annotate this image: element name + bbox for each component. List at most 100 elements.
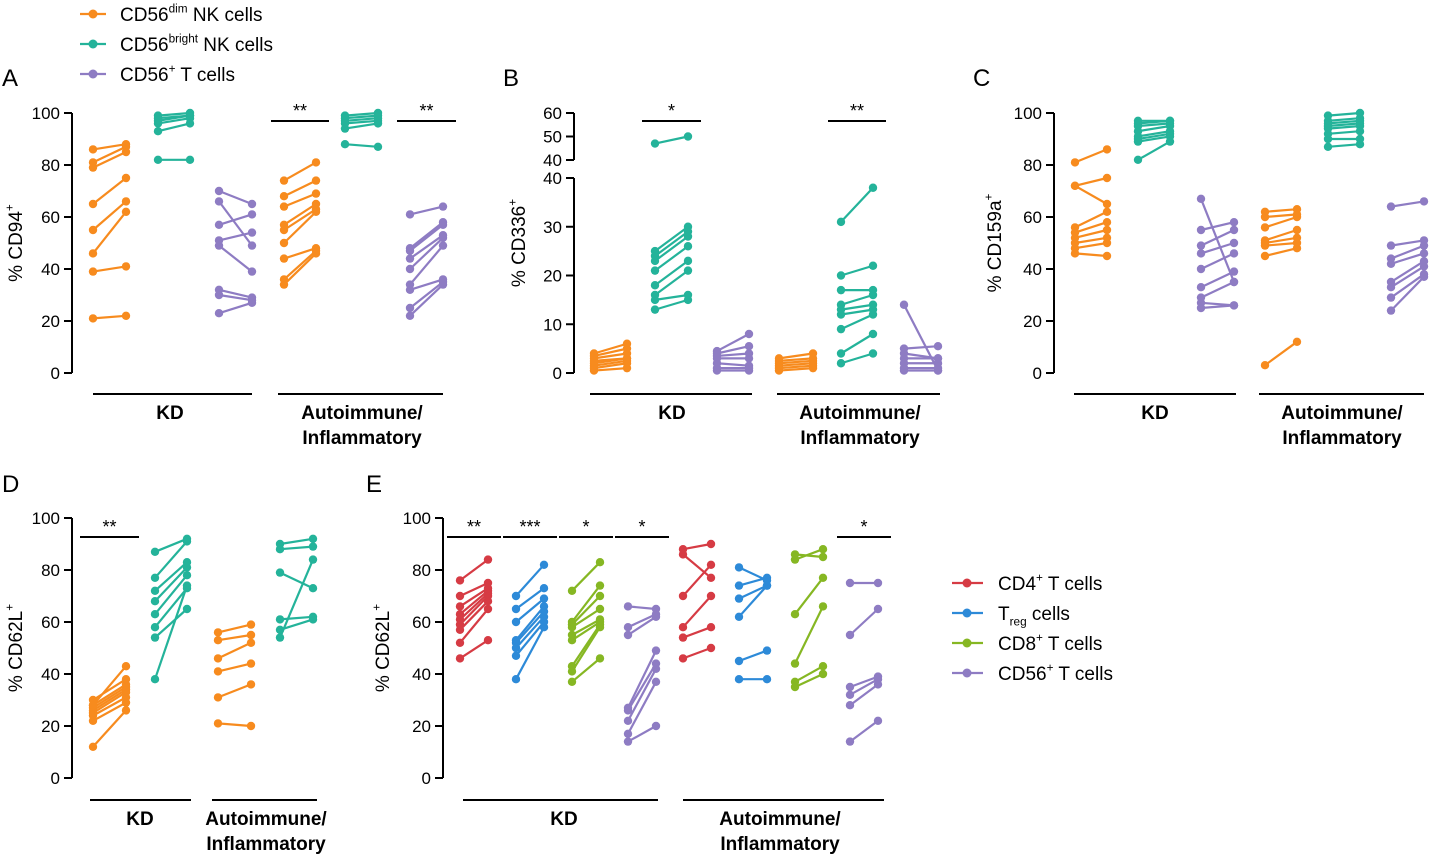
data-point <box>623 623 633 632</box>
y-tick-label: 80 <box>412 561 431 580</box>
y-tick-label: 80 <box>41 156 60 175</box>
pair-line <box>778 359 814 365</box>
data-point <box>650 266 660 275</box>
data-point <box>683 256 693 266</box>
panel-c: C 0 20 40 60 80 100 % CD159a+ KD Autoimmune/Infla… <box>973 65 1429 449</box>
data-point <box>1419 197 1429 206</box>
legend-marker <box>962 578 972 588</box>
panel-d: D 0 20 40 60 80 100 % CD62L+ ** KD Autoimmune/Infl… <box>2 471 327 855</box>
pair-line <box>218 301 253 315</box>
data-point <box>308 584 318 593</box>
data-point <box>438 218 448 227</box>
data-point <box>567 662 577 671</box>
data-point <box>455 610 465 619</box>
data-point <box>845 578 855 588</box>
pair-line <box>154 561 188 592</box>
pair-line <box>1264 213 1298 219</box>
data-point <box>1229 267 1239 276</box>
data-point <box>567 617 577 627</box>
data-point <box>1260 207 1270 216</box>
data-point <box>1355 108 1365 118</box>
data-point <box>511 675 521 684</box>
y-tick-label: 60 <box>412 613 431 632</box>
pair-line <box>1074 236 1108 245</box>
pair-line <box>283 179 317 198</box>
data-point <box>455 591 465 601</box>
data-point <box>595 615 605 624</box>
pair-line <box>515 610 545 644</box>
pair-line <box>92 691 127 714</box>
data-point <box>836 359 846 368</box>
data-point <box>623 737 633 746</box>
panel-letter: E <box>366 471 382 498</box>
data-point <box>311 158 321 167</box>
data-point <box>247 293 257 302</box>
pair-line <box>283 252 317 286</box>
data-point <box>873 672 883 681</box>
pair-line <box>218 189 253 206</box>
pair-line <box>515 564 545 597</box>
data-point <box>213 719 223 728</box>
data-point <box>1229 238 1239 248</box>
y-axis-label-text: % CD336+ <box>506 199 530 287</box>
pair-line <box>92 688 127 712</box>
data-point <box>734 563 744 572</box>
data-point <box>247 210 257 219</box>
data-point <box>438 241 448 250</box>
data-point <box>511 636 521 645</box>
pair-line <box>459 582 489 597</box>
panel-letter: D <box>2 471 19 498</box>
pair-line <box>1390 244 1425 260</box>
data-point <box>678 623 688 632</box>
pair-line <box>1390 265 1425 289</box>
data-point <box>511 604 521 614</box>
data-point <box>213 654 223 663</box>
pair-line <box>157 111 191 117</box>
data-point <box>1102 218 1112 227</box>
data-point <box>1323 142 1333 151</box>
data-point <box>1260 236 1270 245</box>
data-point <box>1386 293 1396 302</box>
data-point <box>1229 249 1239 258</box>
pair-line <box>571 618 601 636</box>
pair-line <box>849 683 879 707</box>
pair-line <box>154 566 188 602</box>
data-point <box>150 633 160 642</box>
data-point <box>539 594 549 603</box>
legend-marker <box>962 638 972 648</box>
data-point <box>438 202 448 211</box>
data-point <box>845 701 855 710</box>
data-point <box>868 183 878 192</box>
pair-line <box>571 657 601 683</box>
data-point <box>933 366 943 375</box>
data-point <box>650 290 660 300</box>
data-point <box>455 638 465 647</box>
pair-line <box>1200 301 1235 307</box>
data-point <box>121 262 131 271</box>
data-point <box>247 199 257 209</box>
pair-line <box>682 553 712 579</box>
legend-marker <box>962 668 972 678</box>
pair-line <box>218 293 253 302</box>
pair-line <box>1137 135 1171 143</box>
data-point <box>678 654 688 663</box>
pair-line <box>217 722 252 728</box>
data-point <box>279 220 289 229</box>
pair-line <box>279 571 314 590</box>
pair-line <box>218 244 253 273</box>
y-tick-label: 0 <box>422 769 431 788</box>
pair-line <box>778 357 814 362</box>
pair-line <box>459 558 489 582</box>
data-point <box>438 231 448 240</box>
pair-line <box>515 616 545 649</box>
y-tick-label: 50 <box>543 128 562 147</box>
pair-line <box>593 342 628 355</box>
data-point <box>706 539 716 549</box>
data-point <box>246 721 256 731</box>
pair-line <box>593 352 628 360</box>
data-point <box>845 682 855 692</box>
y-tick-label: 40 <box>543 169 562 188</box>
pair-line <box>157 117 191 125</box>
